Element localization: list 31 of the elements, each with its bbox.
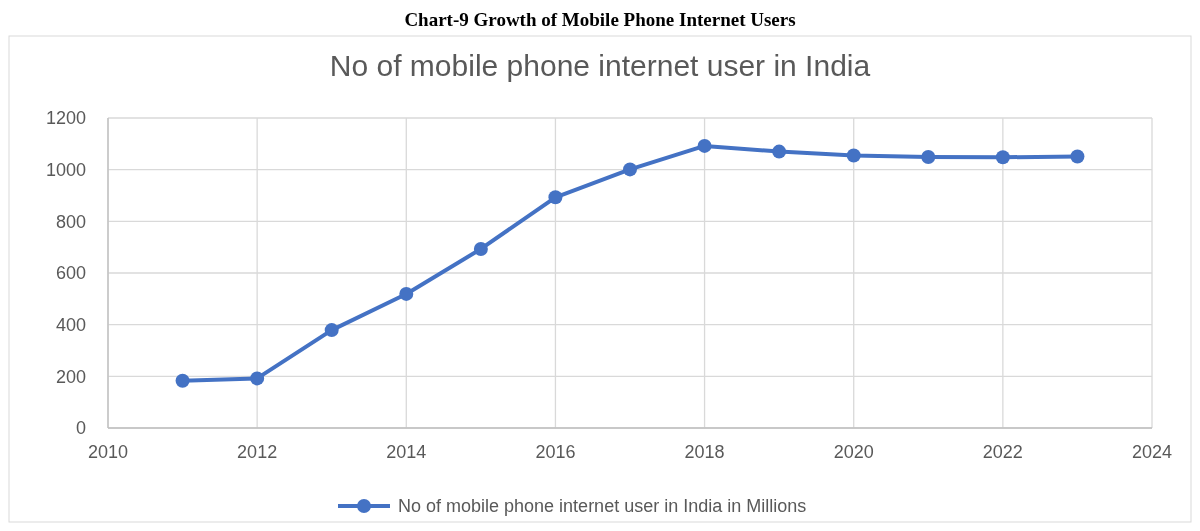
point: [250, 371, 265, 386]
x-tick-label: 2022: [982, 442, 1023, 462]
x-tick-label: 2020: [833, 442, 874, 462]
y-tick-label: 800: [55, 211, 86, 232]
legend-label: No of mobile phone internet user in India in Millions: [398, 496, 807, 517]
chart-title: Chart-9 Growth of Mobile Phone Internet Users: [404, 9, 796, 30]
point: [1070, 149, 1085, 164]
point: [548, 190, 563, 205]
x-tick-label: 2010: [87, 442, 129, 462]
point: [473, 241, 488, 256]
y-tick-label: 600: [55, 263, 86, 284]
point: [846, 148, 861, 163]
chart-subtitle: No of mobile phone internet user in India: [329, 49, 871, 82]
y-tick-label: 400: [55, 314, 86, 335]
point: [175, 373, 190, 388]
x-tick-label: 2014: [386, 442, 427, 462]
point: [324, 323, 339, 338]
x-tick-label: 2016: [535, 442, 576, 462]
y-tick-label: 200: [55, 366, 86, 387]
point: [399, 286, 414, 301]
point: [921, 150, 936, 165]
point: [772, 144, 787, 159]
point: [697, 138, 712, 153]
y-tick-label: 1000: [45, 159, 86, 180]
x-tick-label: 2024: [1131, 442, 1173, 462]
y-tick-label: 0: [75, 418, 86, 439]
point: [995, 150, 1010, 165]
x-tick-label: 2018: [684, 442, 725, 462]
x-tick-label: 2012: [237, 442, 278, 462]
y-tick-label: 1200: [45, 108, 86, 129]
point: [623, 162, 637, 177]
